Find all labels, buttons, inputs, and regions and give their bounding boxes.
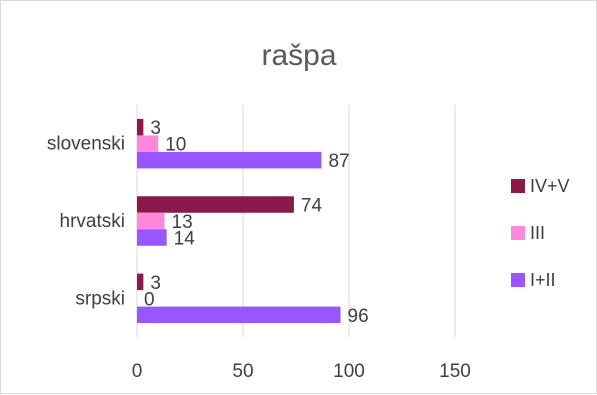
bar-slovenski-iii [137, 135, 159, 152]
data-label-slovenski-iii: 10 [165, 135, 186, 156]
data-label-hrvatski-iv-v: 74 [301, 196, 323, 217]
data-label-slovenski-i-ii: 87 [328, 151, 349, 172]
x-tick-label-50: 50 [232, 361, 253, 382]
data-label-hrvatski-i-ii: 14 [174, 229, 196, 250]
data-label-slovenski-iv-v: 3 [150, 118, 161, 139]
legend-label-iii: III [530, 223, 545, 243]
x-tick-label-150: 150 [439, 361, 471, 382]
data-label-srpski-iii: 0 [144, 289, 155, 310]
bar-hrvatski-i-ii [137, 229, 167, 246]
category-label-srpski: srpski [75, 288, 125, 309]
legend-swatch-iii [511, 226, 525, 240]
bar-slovenski-iv-v [137, 118, 144, 136]
legend-label-i-ii: I+II [530, 270, 556, 290]
data-label-srpski-iv-v: 3 [150, 273, 161, 294]
category-label-hrvatski: hrvatski [60, 211, 125, 232]
category-label-slovenski: slovenski [47, 134, 125, 155]
data-label-hrvatski-iii: 13 [172, 212, 193, 233]
x-axis-tick-labels: 0 50 100 150 [132, 361, 471, 382]
bar-hrvatski-iv-v [137, 196, 294, 213]
bars [137, 118, 341, 324]
x-tick-label-100: 100 [333, 361, 365, 382]
legend-swatch-iv-v [511, 179, 525, 193]
legend: IV+V III I+II [511, 176, 570, 290]
legend-swatch-i-ii [511, 273, 525, 287]
legend-label-iv-v: IV+V [530, 176, 570, 196]
x-tick-label-0: 0 [132, 361, 143, 382]
bar-hrvatski-iii [137, 212, 165, 230]
bar-slovenski-i-ii [137, 151, 322, 169]
data-label-srpski-i-ii: 96 [348, 306, 369, 327]
bar-srpski-i-ii [137, 306, 341, 324]
chart-title: rašpa [261, 39, 336, 72]
category-labels: slovenski hrvatski srpski [47, 134, 125, 310]
bar-srpski-iv-v [137, 273, 144, 291]
